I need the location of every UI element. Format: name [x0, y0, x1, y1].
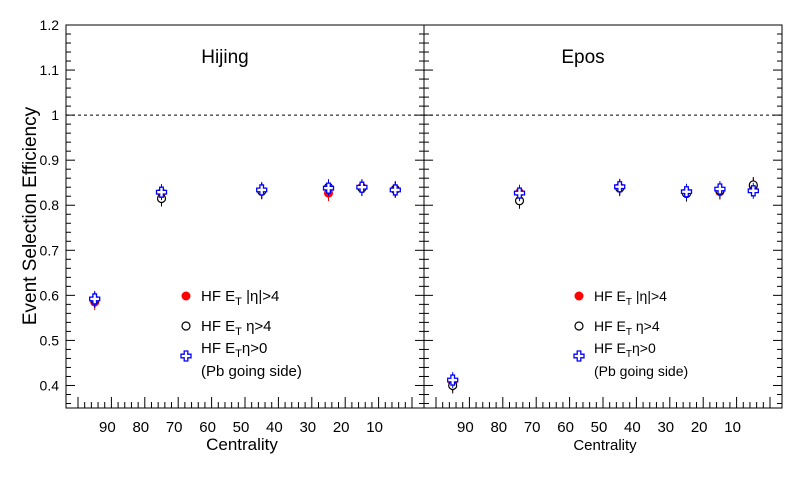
data-point: [614, 181, 626, 193]
data-point: [447, 374, 459, 386]
legend-label: HF ET η>4: [594, 318, 660, 338]
legend-label: HF ETη>0: [201, 340, 267, 360]
y-tick-label: 0.9: [40, 152, 60, 168]
x-tick-label: 10: [366, 419, 383, 436]
y-tick-label: 0.7: [40, 242, 60, 258]
data-point: [356, 181, 368, 193]
legend-label-line2: (Pb going side): [201, 363, 302, 380]
x-tick-label: 40: [266, 419, 283, 436]
data-point: [680, 186, 693, 198]
panel-title: Hijing: [201, 47, 249, 68]
x-tick-label: 70: [166, 419, 183, 436]
y-tick-label: 1.2: [40, 17, 60, 33]
y-tick-label: 0.4: [40, 377, 60, 393]
data-point: [714, 183, 726, 195]
data-point: [322, 182, 335, 194]
x-tick-label: 70: [524, 419, 541, 436]
legend: HF ET |η|>4 HF ET η>4HF ETη>0 (Pb going si…: [573, 288, 688, 379]
x-tick-label: 90: [457, 419, 474, 436]
panel-hijing: 90 80 70 60 50 40 30 20 10 Centrality Hijing HF ET …: [65, 24, 425, 454]
legend-marker: [181, 321, 191, 331]
legend-label: HF ET |η|>4: [201, 288, 279, 308]
y-tick-label: 1: [51, 107, 59, 123]
legend: HF ET |η|>4 HF ET η>4HF ETη>0 (Pb going si…: [180, 288, 302, 380]
x-tick-label: 60: [199, 419, 216, 436]
legend-marker: [181, 291, 191, 301]
legend-marker: [573, 350, 585, 362]
x-tick-label: 60: [557, 419, 574, 436]
x-tick-label: 10: [724, 419, 741, 436]
legend-label: HF ET |η|>4: [594, 288, 667, 308]
legend-label: HF ET η>4: [201, 318, 272, 338]
x-tick-label: 30: [657, 419, 674, 436]
x-tick-label: 20: [333, 419, 350, 436]
x-tick-label: 50: [233, 419, 250, 436]
x-tick-label: 20: [691, 419, 708, 436]
x-tick-label: 40: [624, 419, 641, 436]
x-axis-label: Centrality: [206, 435, 278, 454]
x-tick-label: 80: [132, 419, 149, 436]
y-tick-label: 0.5: [40, 332, 60, 348]
legend-label: HF ETη>0: [594, 340, 656, 360]
data-point: [89, 293, 101, 305]
legend-label-line2: (Pb going side): [594, 363, 688, 379]
y-tick-label: 1.1: [40, 62, 60, 78]
panel-title: Epos: [561, 47, 604, 68]
x-axis-label: Centrality: [573, 437, 637, 454]
data-point: [747, 185, 759, 197]
legend-marker: [574, 321, 584, 331]
x-tick-label: 80: [490, 419, 507, 436]
legend-marker: [574, 291, 584, 301]
x-tick-label: 30: [299, 419, 316, 436]
y-tick-label: 0.8: [40, 197, 60, 213]
data-point: [155, 186, 168, 198]
x-tick-label: 50: [591, 419, 608, 436]
data-point: [256, 184, 268, 196]
panel-epos: 90 80 70 60 50 40 30 20 10 Centrality Epos HF ET |η…: [423, 24, 783, 454]
y-tick-label: 0.6: [40, 287, 60, 303]
data-point: [389, 184, 401, 196]
y-axis-label: Event Selection Efficiency: [20, 106, 41, 325]
legend-marker: [180, 350, 192, 362]
x-tick-label: 90: [99, 419, 116, 436]
data-point: [513, 187, 526, 199]
